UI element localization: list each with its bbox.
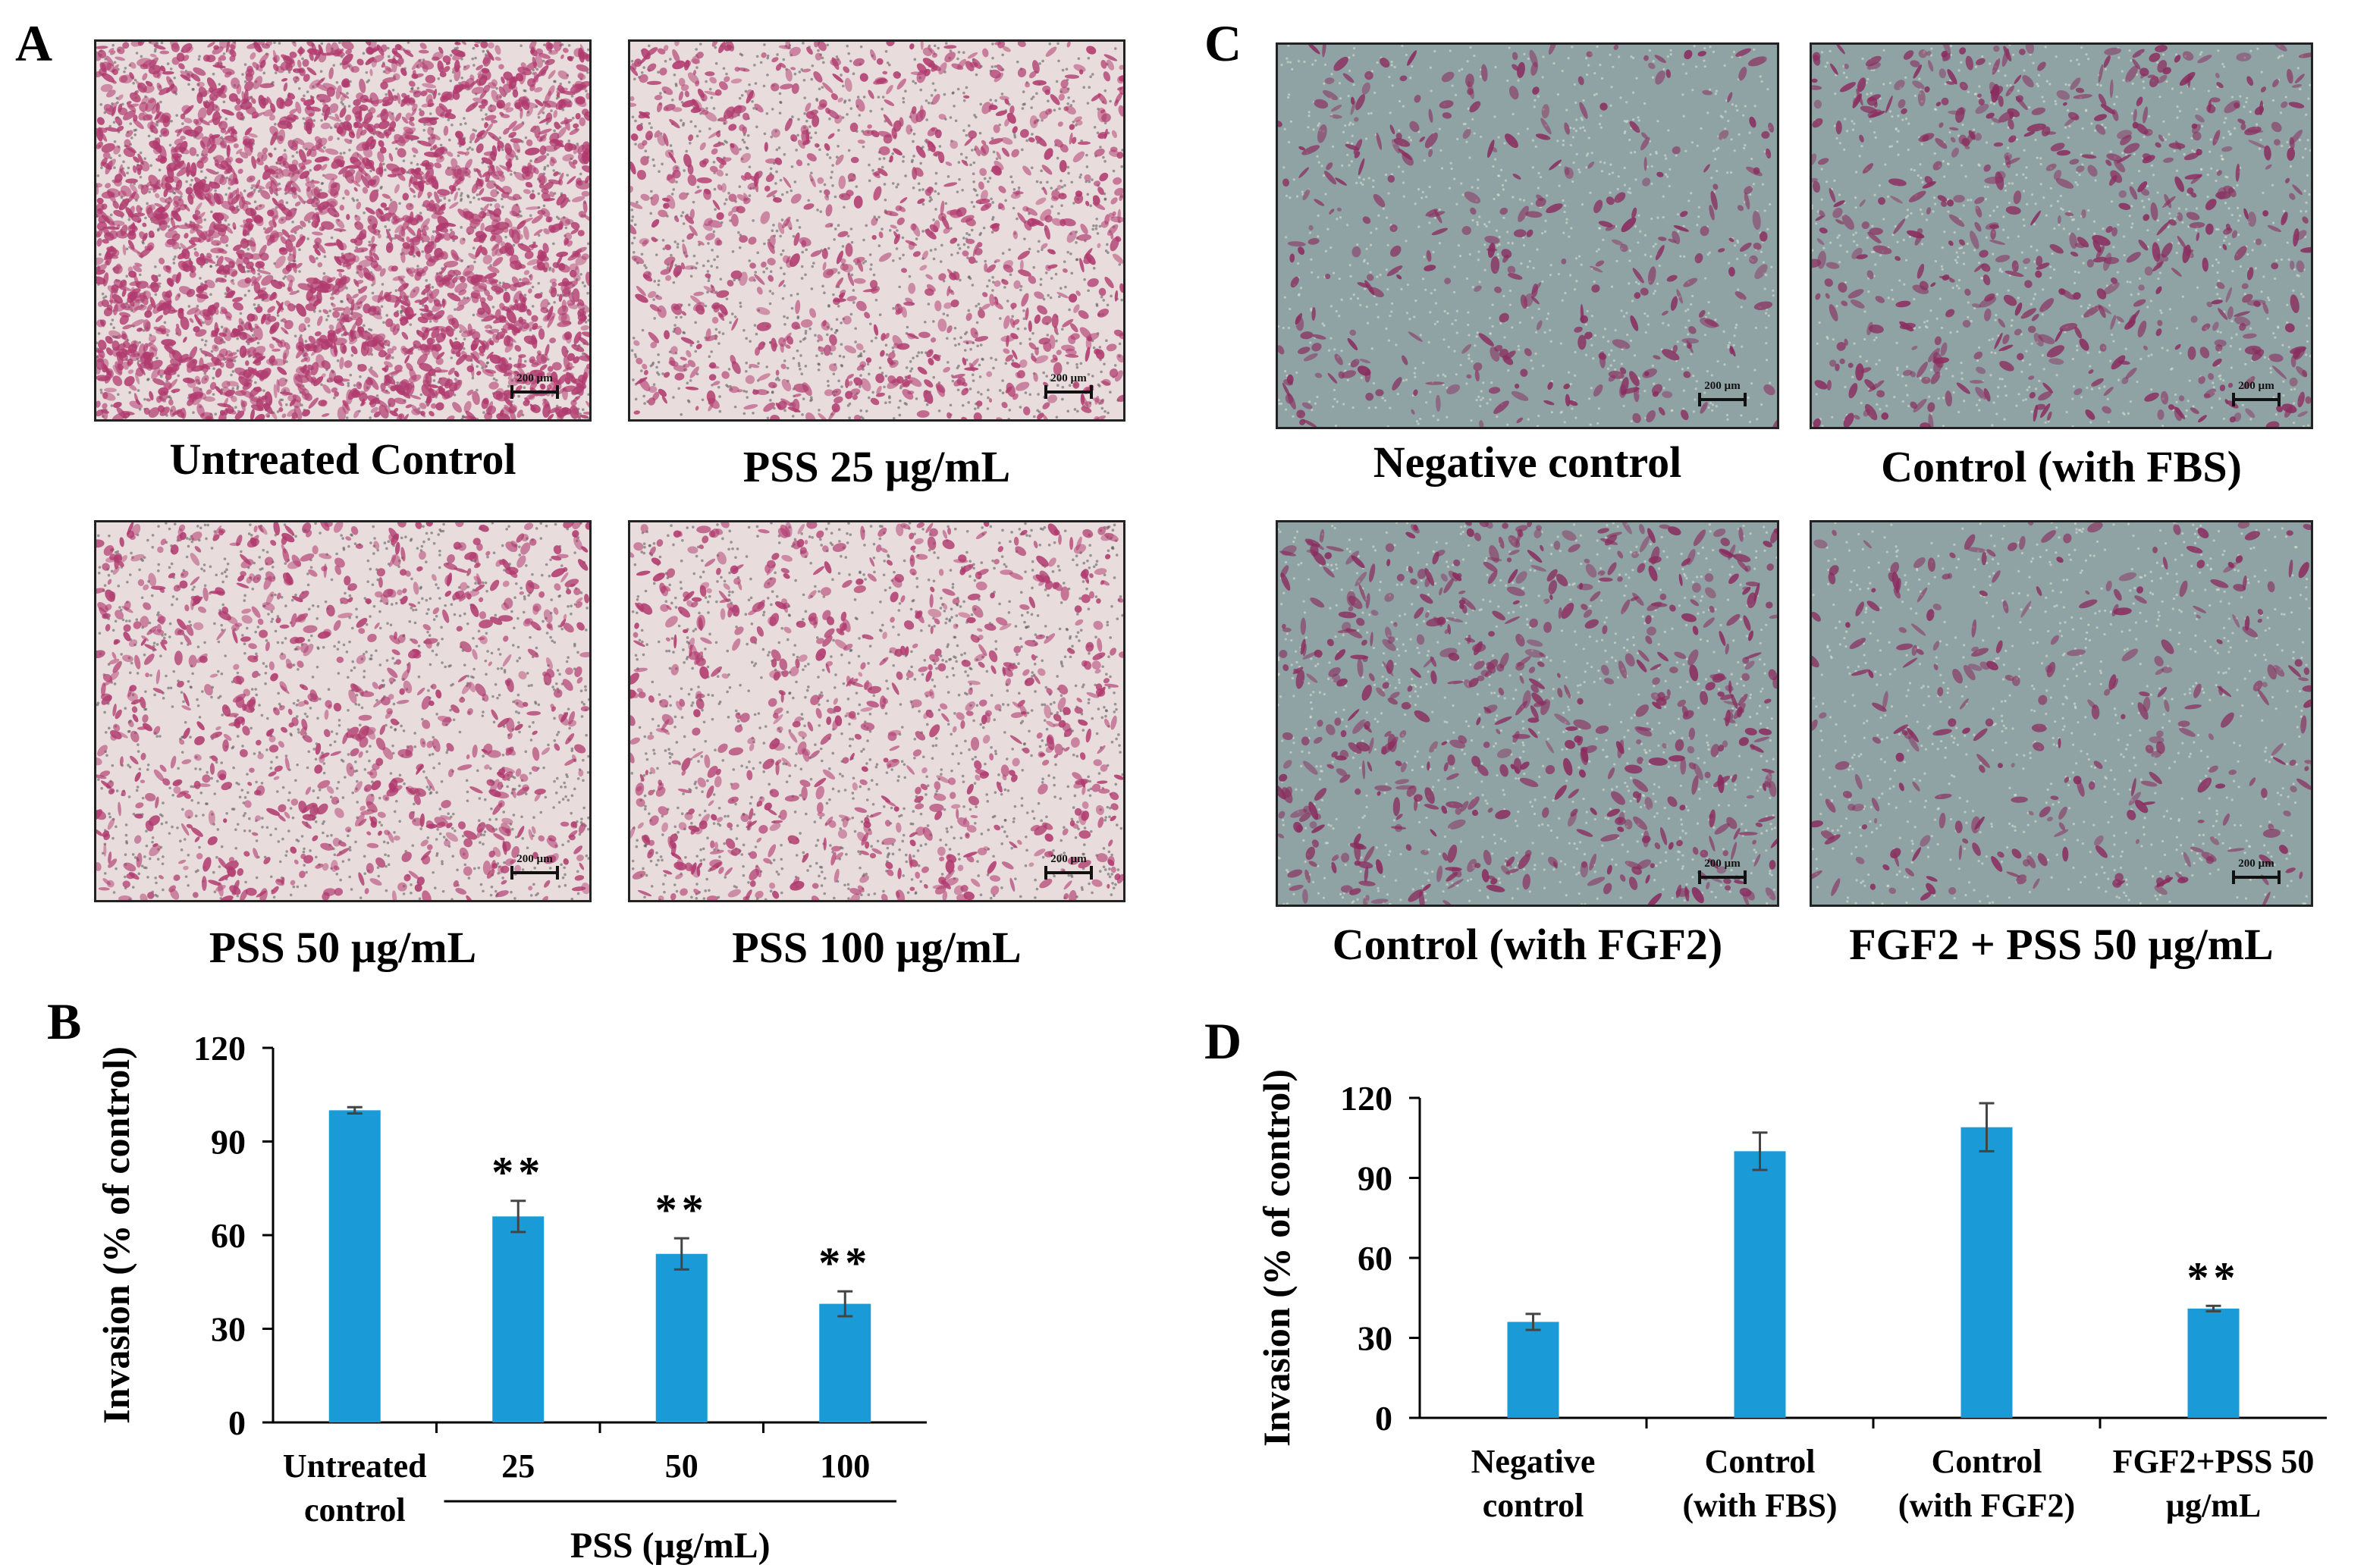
bar (655, 1253, 708, 1422)
caption-control-fgf2: Control (with FGF2) (1332, 920, 1723, 969)
y-tick-label: 30 (211, 1310, 246, 1349)
x-tick-label: (with FGF2) (1898, 1487, 2075, 1524)
x-tick-label: Untreated (283, 1447, 427, 1485)
significance-marker: ** (655, 1185, 708, 1234)
micrograph-texture (1278, 522, 1777, 905)
scale-bar: 200 µm (510, 853, 559, 880)
micrograph-texture (96, 42, 589, 419)
caption-fgf2-pss-50: FGF2 + PSS 50 µg/mL (1849, 920, 2274, 969)
scale-bar-label: 200 µm (1050, 853, 1087, 865)
invasion-chart-pss: 0 30 60 90 120 Invasion (% of control) Untreat… (95, 1029, 927, 1566)
panel-label-a: A (15, 14, 53, 72)
significance-marker: ** (818, 1238, 871, 1287)
y-tick-label: 120 (1340, 1079, 1392, 1118)
micrograph-texture (1278, 45, 1777, 427)
bar (1734, 1151, 1786, 1418)
scale-bar-label: 200 µm (1704, 858, 1741, 870)
bar (492, 1216, 545, 1422)
micrograph-pss-100: 200 µm (628, 520, 1125, 902)
significance-marker: ** (2187, 1253, 2240, 1302)
caption-pss-25: PSS 25 µg/mL (742, 442, 1011, 491)
scale-bar-line (510, 385, 559, 399)
x-tick-label: Control (1932, 1443, 2042, 1480)
scale-bar-line (2232, 870, 2281, 884)
y-tick-label: 60 (211, 1216, 246, 1255)
micrograph-control-fgf2: 200 µm (1276, 520, 1779, 907)
scale-bar-line (1698, 393, 1747, 406)
x-tick-label: µg/mL (2166, 1487, 2262, 1524)
scale-bar-label: 200 µm (1050, 372, 1087, 384)
y-axis-label: Invasion (% of control) (1255, 1069, 1298, 1447)
micrograph-texture (96, 522, 589, 900)
caption-negative-control: Negative control (1373, 437, 1682, 487)
scale-bar: 200 µm (1044, 853, 1093, 880)
y-tick-label: 0 (228, 1403, 246, 1442)
bar (1507, 1322, 1559, 1418)
micrograph-negative-control: 200 µm (1276, 42, 1779, 429)
y-tick-label: 120 (193, 1029, 246, 1068)
x-tick-label: 100 (820, 1447, 870, 1485)
micrograph-control-fbs: 200 µm (1810, 42, 2313, 429)
scale-bar-line (1044, 866, 1093, 880)
micrograph-pss-50: 200 µm (94, 520, 592, 902)
micrograph-texture (1812, 522, 2311, 905)
scale-bar-label: 200 µm (516, 372, 553, 384)
scale-bar-label: 200 µm (1704, 380, 1741, 392)
scale-bar-line (1044, 385, 1093, 399)
scale-bar-line (1698, 870, 1747, 884)
scale-bar: 200 µm (1698, 380, 1747, 407)
significance-marker: ** (491, 1148, 545, 1197)
panel-label-c: C (1204, 14, 1242, 72)
caption-untreated-control: Untreated Control (169, 434, 516, 484)
bar (2187, 1308, 2240, 1418)
caption-pss-50: PSS 50 µg/mL (209, 923, 477, 972)
scale-bar: 200 µm (2232, 380, 2281, 407)
x-tick-label: 25 (501, 1447, 535, 1485)
x-tick-label: Negative (1471, 1443, 1596, 1480)
x-tick-label: 50 (665, 1447, 698, 1485)
y-tick-label: 60 (1358, 1239, 1392, 1278)
x-tick-label: control (304, 1491, 406, 1529)
micrograph-texture (630, 42, 1123, 419)
micrograph-untreated-control: 200 µm (94, 39, 592, 422)
bar (819, 1303, 871, 1422)
invasion-chart-fgf2: 0 30 60 90 120 Invasion (% of control) Negativ… (1255, 1069, 2327, 1524)
group-label: PSS (µg/mL) (570, 1526, 771, 1566)
bar (328, 1110, 381, 1422)
y-tick-label: 90 (1358, 1159, 1392, 1198)
y-tick-label: 0 (1375, 1399, 1392, 1438)
micrograph-texture (630, 522, 1123, 900)
micrograph-fgf2-pss-50: 200 µm (1810, 520, 2313, 907)
x-tick-label: control (1483, 1487, 1584, 1524)
x-tick-label: FGF2+PSS 50 (2113, 1443, 2315, 1480)
x-tick-label: (with FBS) (1682, 1487, 1837, 1524)
scale-bar-label: 200 µm (2238, 858, 2274, 870)
scale-bar-label: 200 µm (516, 853, 553, 865)
scale-bar: 200 µm (510, 372, 559, 400)
micrograph-pss-25: 200 µm (628, 39, 1125, 422)
bar (1960, 1127, 2013, 1418)
scale-bar: 200 µm (1698, 858, 1747, 885)
y-axis-label: Invasion (% of control) (95, 1046, 137, 1424)
panel-label-d: D (1204, 1012, 1242, 1070)
scale-bar-label: 200 µm (2238, 380, 2274, 392)
y-tick-label: 30 (1358, 1319, 1392, 1358)
scale-bar: 200 µm (1044, 372, 1093, 400)
micrograph-texture (1812, 45, 2311, 427)
scale-bar: 200 µm (2232, 858, 2281, 885)
scale-bar-line (510, 866, 559, 880)
panel-label-b: B (47, 993, 82, 1050)
y-tick-label: 90 (211, 1123, 246, 1162)
scale-bar-line (2232, 393, 2281, 406)
caption-pss-100: PSS 100 µg/mL (732, 923, 1022, 972)
caption-control-fbs: Control (with FBS) (1881, 442, 2242, 491)
x-tick-label: Control (1705, 1443, 1816, 1480)
